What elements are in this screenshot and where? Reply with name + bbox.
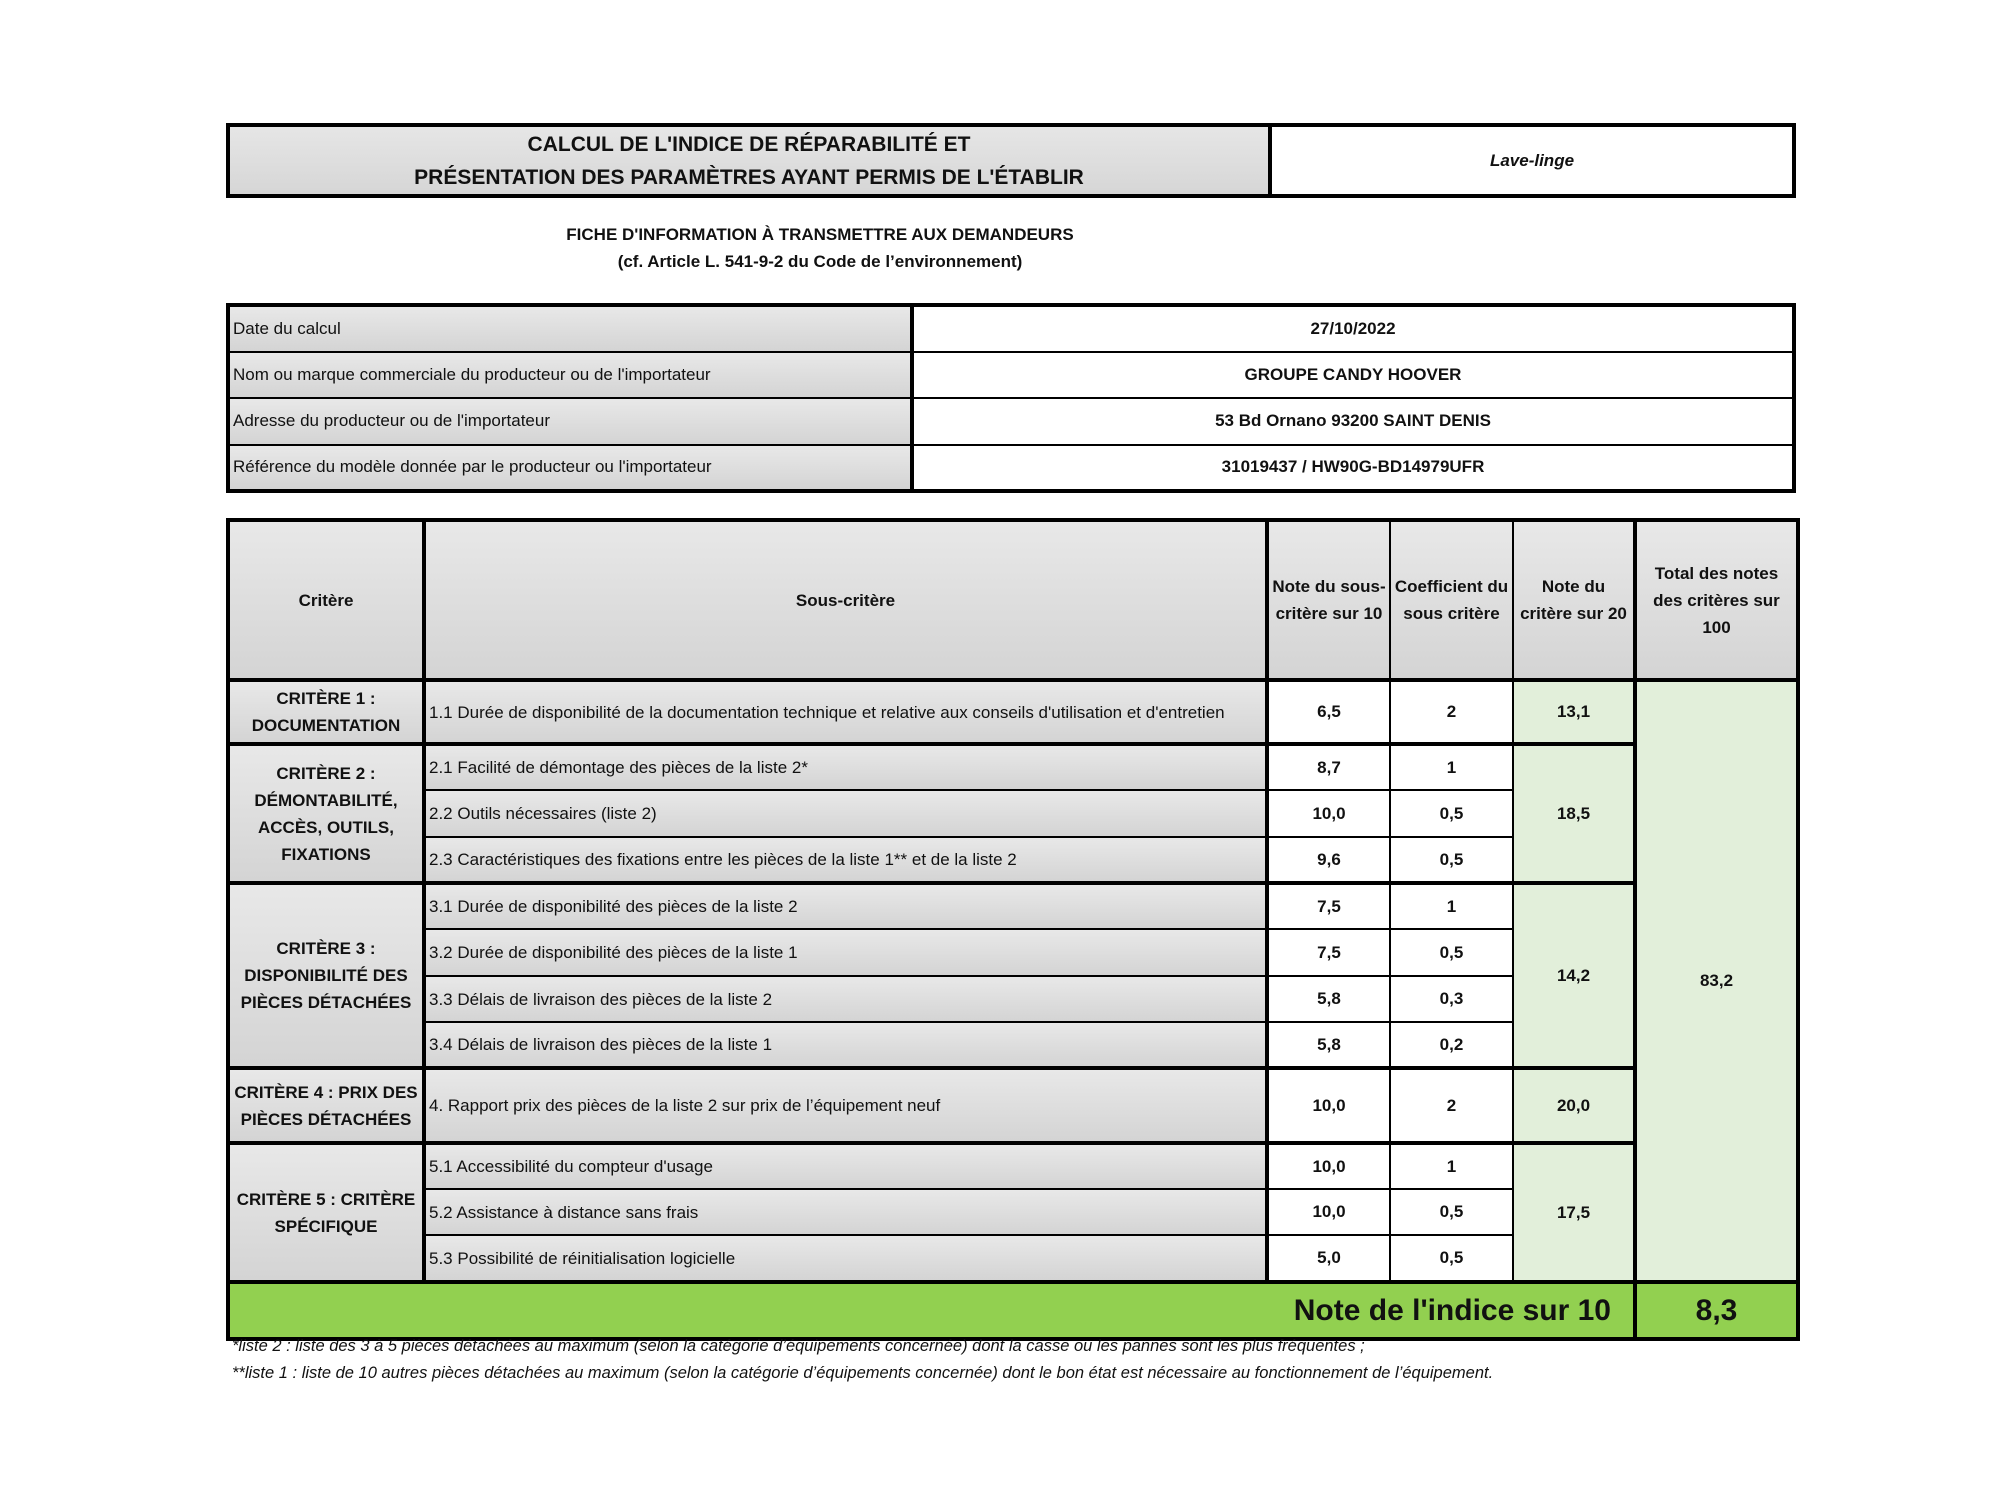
sub-criterion-coefficient: 1: [1389, 881, 1514, 930]
sub-criterion-label: 5.1 Accessibilité du compteur d'usage: [423, 1141, 1268, 1190]
table-row: 2.3 Caractéristiques des fixations entre…: [228, 836, 1798, 884]
criterion-score: 18,5: [1512, 742, 1636, 884]
table-row: CRITÈRE 1 : DOCUMENTATION 1.1 Durée de di…: [227, 678, 1799, 1283]
info-label: Référence du modèle donnée par le produc…: [227, 443, 913, 492]
table-row: CRITÈRE 2 : DÉMONTABILITÉ, ACCÈS, OUTILS…: [227, 742, 1798, 884]
col-header-critere: Critère: [227, 519, 426, 681]
sub-criterion-coefficient: 0,5: [1389, 928, 1514, 977]
sub-criterion-coefficient: 0,5: [1389, 1234, 1514, 1283]
table-row: CRITÈRE 4 : PRIX DES PIÈCES DÉTACHÉES 4. …: [227, 1066, 1798, 1144]
title-line-2: PRÉSENTATION DES PARAMÈTRES AYANT PERMIS…: [414, 165, 1084, 189]
info-label: Nom ou marque commerciale du producteur …: [227, 350, 913, 399]
table-header-row: Critère Sous-critère Note du sous-critèr…: [227, 519, 1799, 681]
sub-criterion-note: 10,0: [1265, 789, 1391, 838]
sub-criterion-label: 3.1 Durée de disponibilité des pièces de…: [423, 881, 1268, 930]
final-score-row: Note de l'indice sur 10 8,3: [227, 1280, 1799, 1340]
sub-criterion-note: 10,0: [1265, 1141, 1391, 1190]
sub-criterion-note: 5,0: [1265, 1234, 1391, 1283]
sub-criterion-coefficient: 1: [1389, 742, 1514, 791]
criterion-score: 14,2: [1512, 881, 1636, 1069]
footnote-liste-2: *liste 2 : liste des 3 à 5 pièces détach…: [232, 1337, 1365, 1355]
table-row: 5.3 Possibilité de réinitialisation logi…: [228, 1234, 1798, 1283]
sub-criterion-label: 3.2 Durée de disponibilité des pièces de…: [423, 928, 1268, 977]
sub-criterion-label: 3.4 Délais de livraison des pièces de la…: [423, 1021, 1268, 1069]
document-title: CALCUL DE L'INDICE DE RÉPARABILITÉ ET PR…: [230, 127, 1272, 194]
col-header-coefficient: Coefficient du sous critère: [1389, 519, 1514, 681]
info-label: Date du calcul: [227, 304, 913, 353]
sub-criterion-coefficient: 2: [1389, 678, 1514, 745]
info-row: Date du calcul 27/10/2022: [227, 304, 1795, 353]
title-line-1: CALCUL DE L'INDICE DE RÉPARABILITÉ ET: [527, 132, 971, 156]
table-row: 2.2 Outils nécessaires (liste 2) 10,0 0,5: [228, 789, 1798, 838]
col-header-total: Total des notes des critères sur 100: [1633, 519, 1799, 681]
criterion-name: CRITÈRE 2 : DÉMONTABILITÉ, ACCÈS, OUTILS…: [227, 742, 426, 884]
criterion-name: CRITÈRE 3 : DISPONIBILITÉ DES PIÈCES DÉT…: [227, 881, 426, 1069]
sub-criterion-note: 7,5: [1265, 881, 1391, 930]
sub-criterion-label: 2.1 Facilité de démontage des pièces de …: [423, 742, 1268, 791]
sub-criterion-coefficient: 1: [1389, 1141, 1514, 1190]
sub-criterion-coefficient: 0,5: [1389, 1188, 1514, 1236]
info-row: Nom ou marque commerciale du producteur …: [227, 350, 1795, 399]
col-header-note-sous-critere: Note du sous-critère sur 10: [1265, 519, 1391, 681]
info-value: GROUPE CANDY HOOVER: [910, 350, 1795, 399]
criterion-name: CRITÈRE 1 : DOCUMENTATION: [227, 678, 426, 745]
score-table: Critère Sous-critère Note du sous-critèr…: [226, 518, 1800, 1341]
sub-criterion-note: 8,7: [1265, 742, 1391, 791]
sub-criterion-label: 5.3 Possibilité de réinitialisation logi…: [423, 1234, 1268, 1283]
sub-criterion-label: 2.3 Caractéristiques des fixations entre…: [423, 836, 1268, 884]
info-row: Adresse du producteur ou de l'importateu…: [227, 397, 1795, 446]
info-value: 31019437 / HW90G-BD14979UFR: [910, 443, 1795, 492]
subtitle-line-2: (cf. Article L. 541-9-2 du Code de l’env…: [617, 252, 1023, 271]
table-row: CRITÈRE 5 : CRITÈRE SPÉCIFIQUE 5.1 Access…: [227, 1141, 1798, 1283]
col-header-note-critere: Note du critère sur 20: [1512, 519, 1636, 681]
sub-criterion-note: 10,0: [1265, 1188, 1391, 1236]
table-row: 3.2 Durée de disponibilité des pièces de…: [228, 928, 1798, 977]
sub-criterion-coefficient: 0,5: [1389, 836, 1514, 884]
info-table: Date du calcul 27/10/2022 Nom ou marque c…: [226, 303, 1796, 493]
col-header-sous-critere: Sous-critère: [423, 519, 1268, 681]
sub-criterion-note: 5,8: [1265, 1021, 1391, 1069]
document-header: CALCUL DE L'INDICE DE RÉPARABILITÉ ET PR…: [226, 123, 1796, 198]
footnote-liste-1: **liste 1 : liste de 10 autres pièces dé…: [232, 1364, 1494, 1382]
final-score-value: 8,3: [1633, 1280, 1799, 1340]
table-row: 5.2 Assistance à distance sans frais 10,0…: [228, 1188, 1798, 1236]
sub-criterion-label: 5.2 Assistance à distance sans frais: [423, 1188, 1268, 1236]
sub-criterion-label: 3.3 Délais de livraison des pièces de la…: [423, 975, 1268, 1023]
criterion-score: 20,0: [1512, 1066, 1636, 1144]
criterion-score: 13,1: [1512, 678, 1636, 745]
sub-criterion-label: 4. Rapport prix des pièces de la liste 2…: [423, 1066, 1268, 1144]
sub-criterion-note: 6,5: [1265, 678, 1391, 745]
sub-criterion-note: 10,0: [1265, 1066, 1391, 1144]
sub-criterion-coefficient: 0,5: [1389, 789, 1514, 838]
table-row: CRITÈRE 3 : DISPONIBILITÉ DES PIÈCES DÉT…: [227, 881, 1798, 1069]
product-category: Lave-linge: [1489, 150, 1575, 170]
info-value: 27/10/2022: [910, 304, 1795, 353]
table-row: 3.3 Délais de livraison des pièces de la…: [228, 975, 1798, 1023]
info-label: Adresse du producteur ou de l'importateu…: [227, 397, 913, 446]
table-row: 3.4 Délais de livraison des pièces de la…: [228, 1021, 1798, 1069]
subtitle-line-1: FICHE D'INFORMATION À TRANSMETTRE AUX DE…: [566, 225, 1074, 244]
sub-criterion-note: 5,8: [1265, 975, 1391, 1023]
sub-criterion-coefficient: 0,2: [1389, 1021, 1514, 1069]
sub-criterion-label: 2.2 Outils nécessaires (liste 2): [423, 789, 1268, 838]
sub-criterion-note: 7,5: [1265, 928, 1391, 977]
criterion-score: 17,5: [1512, 1141, 1636, 1283]
sub-criterion-coefficient: 2: [1389, 1066, 1514, 1144]
info-value: 53 Bd Ornano 93200 SAINT DENIS: [910, 397, 1795, 446]
info-row: Référence du modèle donnée par le produc…: [227, 443, 1795, 492]
total-score: 83,2: [1633, 678, 1799, 1283]
criterion-name: CRITÈRE 4 : PRIX DES PIÈCES DÉTACHÉES: [227, 1066, 426, 1144]
final-score-label: Note de l'indice sur 10: [227, 1280, 1636, 1340]
sub-criterion-coefficient: 0,3: [1389, 975, 1514, 1023]
sub-criterion-label: 1.1 Durée de disponibilité de la documen…: [423, 678, 1268, 745]
sub-criterion-note: 9,6: [1265, 836, 1391, 884]
criterion-name: CRITÈRE 5 : CRITÈRE SPÉCIFIQUE: [227, 1141, 426, 1283]
